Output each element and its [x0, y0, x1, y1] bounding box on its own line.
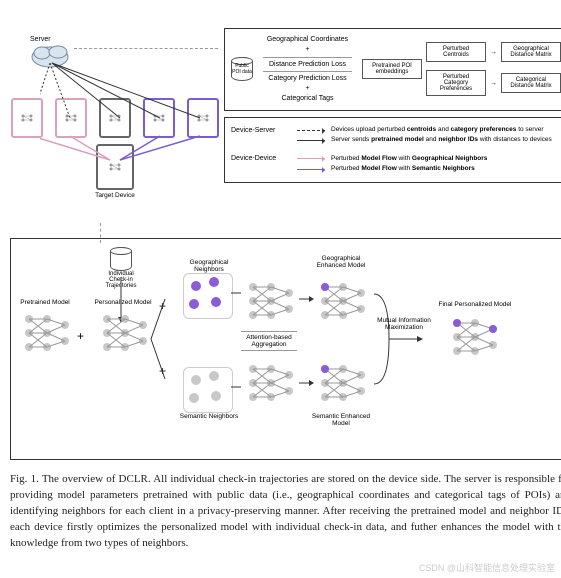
server-diagram: Server Target Device [10, 28, 220, 228]
nn-personalized [99, 311, 149, 356]
nn-geo-enh [317, 279, 367, 324]
geo-device [11, 98, 43, 138]
arrow-icon [297, 169, 325, 170]
perturbed-cat-pref: Perturbed Category Preferences [426, 70, 486, 96]
label-pretrained: Pretrained Model [15, 299, 75, 306]
arrow-icon [297, 140, 325, 141]
right-column: Public POI data Geographical Coordinates… [224, 28, 561, 228]
geo-dist-matrix: Geographical Distance Matrix [501, 42, 561, 62]
top-section: Server Target Device Public POI data [10, 28, 561, 228]
label-personalized: Personalized Model [93, 299, 153, 306]
label-sem-enh: Semantic Enhanced Model [311, 413, 371, 427]
legend-text: Perturbed Model Flow with Geographical N… [331, 155, 561, 163]
cat-dist-matrix: Categorical Distance Matrix [501, 73, 561, 93]
pretrain-panel: Public POI data Geographical Coordinates… [224, 28, 561, 111]
label-attention: Attention-based Aggregation [241, 331, 297, 351]
label-geo-enh: Geographical Enhanced Model [311, 255, 371, 269]
arrow-icon [297, 158, 325, 159]
legend-panel: Device-Server Devices upload perturbed ce… [224, 117, 561, 183]
label-geo-neighbors: Geographical Neighbors [179, 259, 239, 273]
nn-sem-enh [317, 361, 367, 406]
geo-neighbors [183, 273, 233, 319]
perturbed-centroids: Perturbed Centroids [426, 42, 486, 62]
label-final: Final Personalized Model [435, 301, 515, 308]
legend-text: Devices upload perturbed centroids and c… [331, 126, 561, 134]
flow-arrows [40, 58, 220, 168]
legend-text: Perturbed Model Flow with Semantic Neigh… [331, 165, 561, 173]
legend-text: Server sends pretrained model and neighb… [331, 136, 561, 144]
label-mi: Mutual Information Maximization [377, 317, 431, 331]
split-lines [149, 289, 169, 389]
plus-icon: + [77, 329, 84, 343]
emb-box: Pretrained POI embeddings [362, 59, 422, 79]
nn-att2 [245, 361, 295, 406]
target-label: Target Device [10, 192, 220, 199]
bottom-panel: Individual Check-in Trajectories Pretrai… [10, 238, 561, 460]
label-sem-neighbors: Semantic Neighbors [179, 413, 239, 420]
center-flow: Geographical Coordinates + Distance Pred… [257, 35, 358, 104]
nn-final [449, 315, 499, 360]
figure-caption: Fig. 1. The overview of DCLR. All indivi… [10, 472, 561, 552]
nn-att1 [245, 279, 295, 324]
mi-bracket [369, 289, 429, 389]
watermark: CSDN @山科智能信息处理实验室 [419, 561, 555, 574]
legend-key: Device-Server [231, 127, 291, 134]
sem-neighbors [183, 367, 233, 413]
db-icon: Public POI data [231, 57, 253, 81]
nn-pretrained [21, 311, 71, 356]
arrow-icon [297, 130, 325, 131]
legend-key: Device-Device [231, 155, 291, 162]
